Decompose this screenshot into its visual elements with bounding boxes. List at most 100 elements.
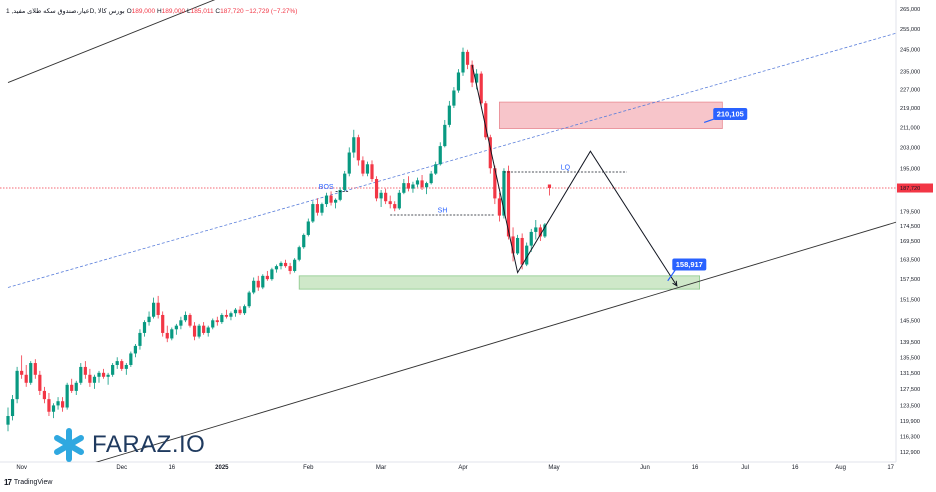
candle-body [411,184,415,189]
candle-body [256,280,260,288]
candle-body [456,72,461,91]
candle-body [520,237,524,265]
target-callout-box [713,107,748,120]
candle-body [297,247,301,260]
time-tick-label: Jul [741,465,749,471]
candle-body [525,245,529,265]
supply-zone [498,101,723,129]
candle-body [179,320,183,326]
price-tick-label: 127,500 [900,387,920,393]
change-value: −12,729 (−7.27%) [245,8,298,15]
candle-body [547,184,552,189]
watermark: FARAZ.IO [52,428,205,462]
sh-line-label: SH [438,208,448,215]
stop-callout-label: 158,917 [676,260,703,269]
time-tick-label: Dec [116,465,127,471]
candle-body [484,103,488,138]
candle-body [74,382,78,391]
price-tick-label: 131,500 [900,371,920,377]
time-tick-label: 16 [168,465,175,471]
price-tick-label: 145,500 [900,318,920,324]
open-label: O [126,8,132,15]
candle-body [152,302,156,317]
price-tick-label: 227,000 [900,87,920,93]
candle-body [384,192,388,202]
mid-channel-line [7,32,896,288]
candle-body [443,124,447,147]
tradingview-footer[interactable]: 17 TradingView [4,478,52,487]
candle-body [70,384,74,391]
candle-body [361,160,365,174]
bos-line-label: BOS [319,184,334,191]
candle-body [33,363,37,375]
candle-body [324,195,329,205]
price-tick-label: 203,000 [900,145,920,151]
candle-body [38,374,42,391]
projection-path [471,64,678,287]
candle-body [465,51,470,65]
projection-arrowhead [672,280,678,287]
candle-body [529,231,533,246]
price-tick-label: 169,500 [900,239,920,245]
candle-body [47,399,51,412]
last-price-tag [897,183,933,193]
close-value: 187,720 [220,8,244,15]
price-tick-label: 135,500 [900,355,920,361]
low-value: 185,011 [190,8,214,15]
candle-body [215,320,219,323]
candle-body [142,322,147,333]
price-tick-label: 174,500 [900,224,920,230]
candle-body [161,314,165,333]
candle-body [42,390,46,400]
candle-body [306,221,310,235]
candle-body [402,183,406,193]
candle-body [320,204,324,213]
time-tick-label: 2025 [215,465,229,471]
candle-body [543,224,547,237]
candle-body [429,173,433,184]
candle-body [302,234,306,248]
candle-body [475,73,479,83]
candle-body [497,198,501,216]
watermark-text: FARAZ.IO [92,431,206,458]
high-label: H [156,8,162,15]
candle-body [61,401,65,408]
candle-body [233,309,238,314]
candle-body [138,332,142,346]
price-tick-label: 163,500 [900,258,920,264]
candle-body [434,164,438,174]
demand-zone [298,275,701,290]
candle-body [511,236,515,254]
price-tick-label: 151,500 [900,297,920,303]
candle-body [101,372,106,377]
price-tick-label: 179,500 [900,209,920,215]
time-tick-label: Mar [376,465,386,471]
candle-body [20,370,24,375]
candle-body [538,227,542,237]
candle-body [92,376,97,383]
candle-body [170,329,174,339]
candle-body [534,227,538,232]
time-tick-label: Nov [16,465,27,471]
candle-body [279,262,283,267]
candle-body [420,180,424,188]
candle-body [379,192,383,199]
candle-body [124,364,128,369]
candle-body [393,204,397,209]
lower-channel-line [95,221,896,462]
candle-body [311,204,315,222]
candle-body [229,313,233,317]
time-tick-label: Aug [835,465,846,471]
candle-body [415,180,420,185]
candle-body [165,332,169,339]
candle-body [51,405,56,412]
price-tick-label: 255,000 [900,27,920,33]
candle-body [283,262,288,267]
candle-body [506,170,511,237]
candle-body [111,364,115,375]
price-tick-label: 235,000 [900,69,920,75]
candle-body [502,170,506,216]
candle-body [488,137,492,169]
time-tick-label: 17 [887,465,894,471]
